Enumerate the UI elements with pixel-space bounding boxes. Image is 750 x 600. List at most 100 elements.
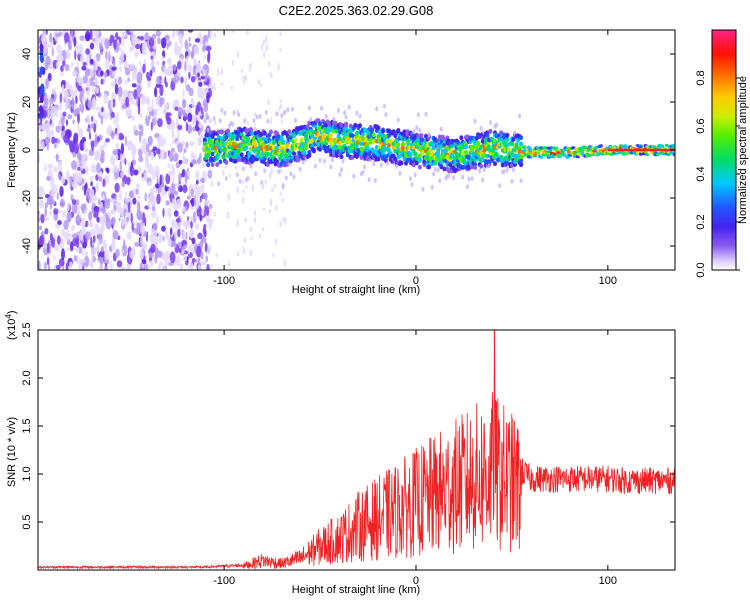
ridge-cell	[212, 131, 217, 137]
noise-speckle	[85, 231, 91, 240]
gap-speckle	[258, 233, 262, 239]
gap-speckle	[271, 187, 274, 193]
gap-speckle	[279, 192, 282, 196]
ridge-cell	[420, 150, 425, 156]
noise-speckle	[67, 39, 72, 50]
ridge-cell	[499, 130, 504, 136]
ridge-cell	[359, 141, 364, 147]
noise-speckle	[40, 213, 45, 224]
ridge-cell	[322, 132, 327, 138]
ridge-cell	[216, 129, 221, 135]
noise-speckle	[71, 203, 78, 214]
y-tick-label: 40	[21, 48, 33, 60]
ridge-cell	[597, 152, 602, 156]
ridge-cell	[221, 142, 226, 148]
ridge-cell	[224, 160, 229, 165]
ridge-cell	[358, 123, 362, 129]
ridge-cell	[229, 157, 233, 163]
noise-speckle	[188, 186, 191, 199]
noise-speckle	[110, 155, 116, 165]
noise-speckle	[56, 192, 59, 200]
noise-speckle	[100, 150, 105, 157]
ridge-cell	[304, 145, 309, 151]
noise-speckle	[205, 255, 208, 262]
ridge-cell	[519, 158, 524, 164]
colorbar-tick-label: 0.6	[695, 118, 707, 133]
noise-speckle	[203, 55, 207, 61]
noise-speckle	[206, 263, 210, 270]
ridge-cell	[443, 148, 448, 154]
gap-speckle	[262, 38, 265, 47]
noise-speckle	[175, 254, 181, 267]
spectrogram-panel: -100 0 100 -40 -20 0 20 40 Height of straight …	[6, 29, 676, 296]
noise-speckle	[180, 76, 184, 84]
noise-speckle	[45, 43, 52, 48]
gap-speckle	[230, 86, 233, 90]
noise-speckle	[163, 266, 166, 270]
noise-speckle	[172, 177, 175, 187]
noise-speckle	[59, 92, 63, 103]
gap-speckle	[244, 74, 248, 82]
ridge-cell	[622, 152, 626, 156]
noise-speckle	[82, 266, 85, 270]
ridge-halo	[246, 176, 250, 181]
ridge-cell	[255, 156, 260, 162]
noise-speckle	[49, 209, 52, 216]
noise-speckle	[177, 124, 183, 131]
ridge-cell	[404, 152, 408, 158]
noise-speckle	[146, 181, 153, 186]
noise-speckle	[182, 184, 188, 194]
noise-speckle	[73, 255, 78, 262]
noise-speckle	[66, 229, 70, 238]
noise-speckle	[95, 174, 99, 181]
colorbar-tick-label: 0.0	[695, 262, 707, 277]
ridge-cell	[536, 151, 540, 155]
noise-speckle	[138, 155, 144, 163]
ridge-cell	[371, 132, 376, 138]
ridge-cell	[299, 125, 304, 130]
ridge-halo	[238, 178, 242, 184]
ridge-cell	[213, 145, 218, 151]
ridge-cell	[396, 142, 401, 148]
noise-speckle	[132, 188, 137, 197]
noise-speckle	[53, 254, 56, 261]
ridge-cell	[552, 152, 557, 156]
noise-speckle	[167, 170, 173, 176]
noise-speckle	[102, 215, 106, 227]
gap-speckle	[262, 207, 266, 211]
noise-speckle	[99, 144, 105, 153]
noise-speckle	[175, 198, 182, 209]
noise-speckle	[129, 93, 132, 103]
noise-speckle	[150, 243, 156, 253]
noise-speckle	[131, 115, 135, 122]
noise-speckle	[187, 170, 191, 178]
noise-speckle	[192, 58, 197, 66]
noise-speckle	[70, 194, 74, 202]
noise-speckle	[154, 253, 158, 264]
noise-speckle	[200, 177, 205, 183]
ridge-halo	[294, 117, 297, 123]
noise-speckle	[38, 124, 43, 131]
ridge-halo	[355, 110, 359, 116]
noise-speckle	[182, 255, 188, 263]
noise-speckle	[44, 136, 51, 144]
noise-speckle	[134, 242, 141, 247]
ridge-cell	[328, 133, 333, 139]
noise-speckle	[167, 124, 173, 130]
noise-speckle	[102, 178, 106, 188]
ridge-cell	[327, 121, 332, 126]
noise-speckle	[44, 43, 47, 55]
spectrogram-y-label: Frequency (Hz)	[6, 112, 18, 188]
noise-speckle	[131, 83, 137, 88]
ridge-cell	[488, 129, 493, 134]
noise-speckle	[171, 198, 175, 207]
noise-speckle	[207, 30, 210, 39]
noise-speckle	[152, 230, 158, 238]
noise-speckle	[50, 186, 56, 199]
ridge-cell	[328, 148, 333, 154]
edge-cell	[39, 94, 44, 103]
ridge-cell	[638, 152, 643, 156]
y-tick-label: 2.5	[21, 322, 33, 337]
noise-speckle	[190, 229, 194, 239]
